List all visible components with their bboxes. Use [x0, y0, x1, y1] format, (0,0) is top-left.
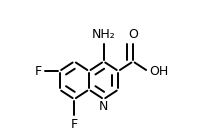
Text: NH₂: NH₂ [92, 28, 116, 41]
Text: N: N [99, 100, 108, 113]
Text: OH: OH [149, 65, 168, 78]
Text: O: O [128, 28, 138, 41]
Text: F: F [35, 65, 42, 78]
Text: F: F [71, 118, 78, 131]
